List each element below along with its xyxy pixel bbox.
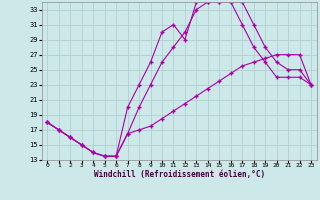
X-axis label: Windchill (Refroidissement éolien,°C): Windchill (Refroidissement éolien,°C): [94, 170, 265, 179]
